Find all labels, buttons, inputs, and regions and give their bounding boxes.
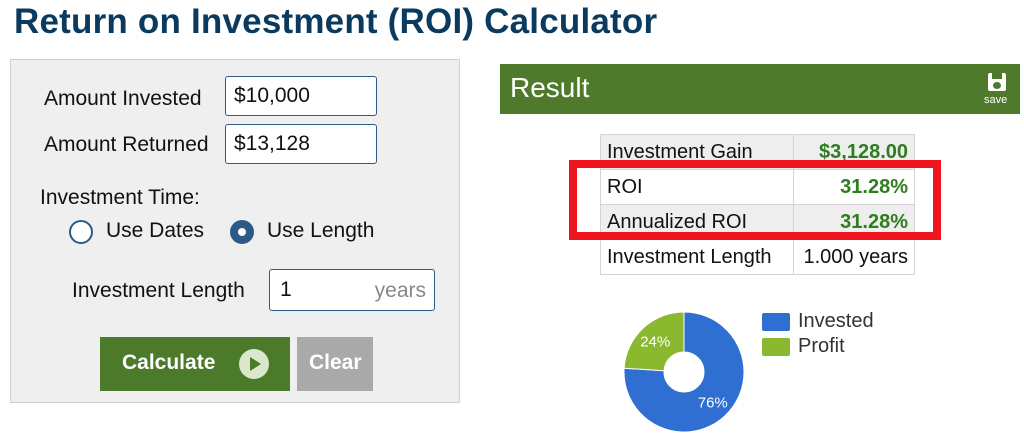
use-dates-radio[interactable]	[69, 220, 93, 244]
legend-swatch-profit	[762, 338, 790, 356]
use-dates-label[interactable]: Use Dates	[106, 219, 205, 242]
table-row: ROI 31.28%	[600, 169, 915, 205]
calculator-form: Amount Invested Amount Returned Investme…	[10, 59, 460, 403]
amount-returned-label: Amount Returned	[44, 133, 209, 156]
use-length-radio[interactable]	[230, 220, 254, 244]
donut-slice-invested	[623, 311, 745, 433]
annualized-roi-value: 31.28%	[793, 204, 915, 240]
calculate-button[interactable]: Calculate	[100, 337, 290, 391]
page-title: Return on Investment (ROI) Calculator	[14, 2, 658, 41]
play-icon	[239, 349, 269, 379]
amount-invested-input[interactable]	[225, 76, 377, 116]
roi-value: 31.28%	[793, 169, 915, 205]
use-length-label[interactable]: Use Length	[267, 219, 375, 242]
investment-length-result-label: Investment Length	[600, 239, 794, 275]
investment-gain-label: Investment Gain	[600, 134, 794, 170]
table-row: Annualized ROI 31.28%	[600, 204, 915, 240]
amount-returned-input[interactable]	[225, 124, 377, 164]
investment-time-label: Investment Time:	[40, 186, 200, 209]
legend-label-profit: Profit	[798, 335, 845, 357]
clear-label: Clear	[309, 351, 362, 374]
save-icon[interactable]	[988, 73, 1006, 91]
clear-button[interactable]: Clear	[297, 337, 373, 391]
legend-swatch-invested	[762, 313, 790, 331]
investment-length-input[interactable]	[270, 270, 370, 310]
roi-label: ROI	[600, 169, 794, 205]
amount-invested-label: Amount Invested	[44, 87, 202, 110]
calculate-label: Calculate	[122, 351, 216, 374]
investment-length-result-value: 1.000 years	[793, 239, 915, 275]
table-row: Investment Length 1.000 years	[600, 239, 915, 275]
legend-label-invested: Invested	[798, 310, 874, 332]
result-title: Result	[510, 72, 590, 103]
result-table: Investment Gain $3,128.00 ROI 31.28% Ann…	[600, 134, 915, 275]
length-unit: years	[374, 279, 426, 302]
investment-length-label: Investment Length	[72, 279, 245, 302]
result-header: Result save	[500, 64, 1020, 114]
annualized-roi-label: Annualized ROI	[600, 204, 794, 240]
investment-gain-value: $3,128.00	[793, 134, 915, 170]
donut-label-invested: 76%	[698, 395, 728, 412]
roi-donut-chart: 76% 24%	[623, 311, 745, 433]
investment-length-field[interactable]: years	[269, 269, 435, 311]
donut-label-profit: 24%	[640, 333, 670, 350]
save-label[interactable]: save	[984, 94, 1008, 106]
donut-slice-profit	[623, 311, 685, 372]
table-row: Investment Gain $3,128.00	[600, 134, 915, 170]
